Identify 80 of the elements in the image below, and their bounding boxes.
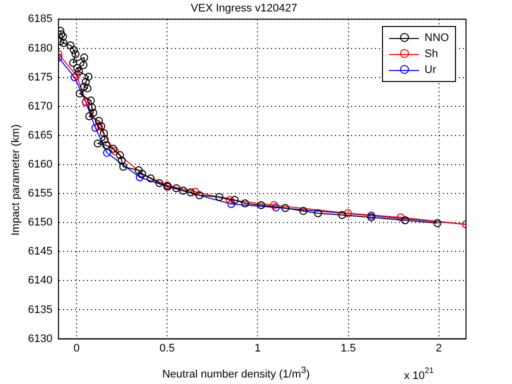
point	[76, 90, 84, 98]
legend-label: NNO	[424, 32, 449, 44]
y-tick-label: 6185	[28, 13, 52, 26]
point	[116, 151, 124, 160]
point	[83, 84, 92, 92]
point	[215, 193, 224, 202]
legend-label: Ur	[424, 64, 436, 76]
y-tick-label: 6175	[28, 71, 52, 84]
point	[80, 82, 88, 91]
point	[84, 72, 93, 81]
y-tick-label: 6180	[28, 42, 52, 54]
point	[66, 41, 74, 50]
point	[172, 184, 180, 192]
y-tick-label: 6130	[28, 332, 52, 345]
point	[401, 216, 410, 224]
point	[91, 124, 100, 132]
point	[100, 129, 108, 138]
point	[179, 186, 188, 195]
point	[70, 46, 78, 54]
y-tick-label: 6150	[28, 216, 52, 229]
chart-title: VEX Ingress v120427	[190, 2, 298, 15]
point	[58, 30, 66, 38]
point	[118, 156, 126, 164]
x-tick-label: 1	[254, 342, 261, 354]
point	[79, 61, 88, 70]
point	[119, 162, 128, 171]
point	[155, 179, 164, 188]
point	[69, 58, 78, 67]
point	[433, 219, 442, 228]
point	[80, 54, 88, 62]
y-tick-label: 6170	[28, 100, 52, 112]
point	[97, 122, 106, 130]
y-tick-label: 6145	[28, 246, 52, 258]
point	[226, 196, 234, 204]
point	[103, 148, 112, 157]
legend-label: Sh	[424, 48, 438, 60]
point	[94, 140, 102, 148]
point	[109, 144, 118, 153]
y-tick-label: 6165	[28, 129, 52, 142]
x-tick-label: 0.5	[159, 342, 175, 354]
point	[94, 116, 103, 125]
x-axis-title: Neutral number density (1/m$^{3}$)	[162, 365, 310, 381]
point	[396, 213, 405, 222]
point	[85, 112, 94, 120]
point	[134, 166, 143, 174]
x-tick-label: 2	[436, 342, 442, 354]
point	[136, 173, 144, 182]
point	[241, 199, 250, 208]
y-tick-label: 6135	[28, 304, 52, 316]
point	[60, 39, 68, 48]
point	[191, 188, 200, 196]
y-tick-label: 6155	[28, 188, 52, 200]
point	[89, 108, 98, 117]
point	[94, 122, 103, 130]
point	[86, 96, 95, 105]
point	[344, 209, 352, 218]
point	[338, 211, 346, 220]
y-axis-title: Impact parameter (km)	[10, 124, 22, 236]
point	[281, 204, 290, 212]
point	[186, 188, 195, 196]
point	[100, 135, 109, 144]
y-tick-label: 6140	[28, 274, 52, 287]
point	[195, 191, 204, 200]
x-tick-label: 1.5	[340, 342, 356, 354]
point	[314, 209, 322, 218]
point	[59, 32, 67, 41]
point	[71, 50, 80, 58]
point	[146, 174, 155, 182]
x-tick-label: 0	[74, 342, 80, 354]
point	[230, 196, 239, 204]
point	[227, 200, 236, 208]
point	[74, 68, 83, 76]
point	[299, 206, 308, 215]
point	[102, 141, 110, 150]
point	[110, 147, 119, 156]
point	[257, 201, 266, 210]
point	[82, 78, 90, 86]
point	[73, 64, 82, 72]
y-tick-label: 6160	[28, 158, 52, 171]
point	[88, 104, 96, 112]
